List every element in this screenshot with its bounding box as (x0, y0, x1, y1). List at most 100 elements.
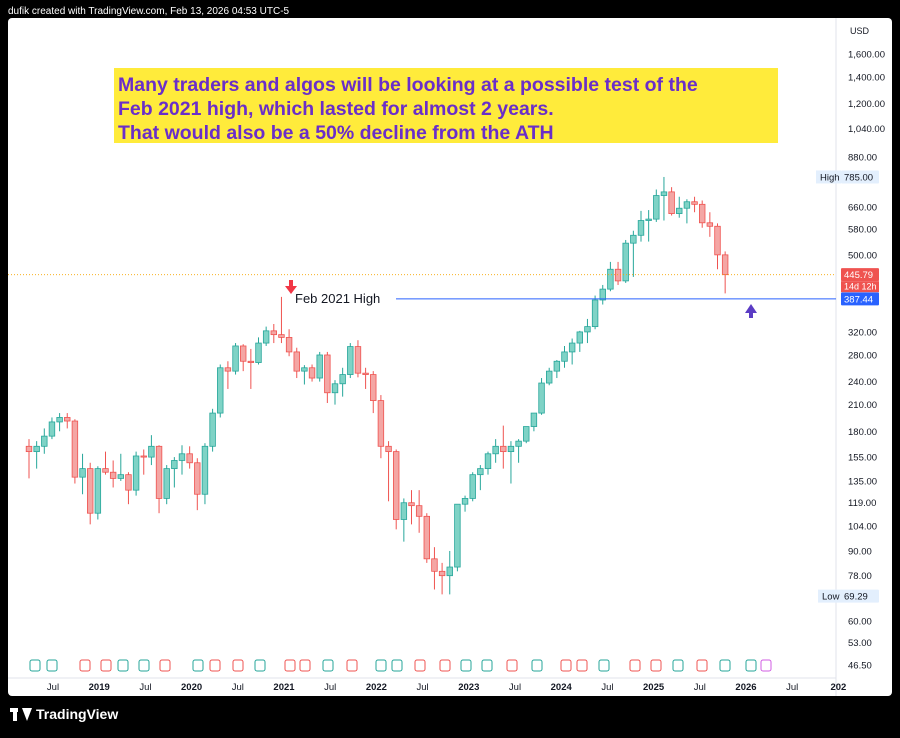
candle (194, 458, 201, 511)
candle (324, 351, 331, 404)
earnings-marker (481, 659, 493, 672)
time-tick-label: Jul (417, 682, 429, 693)
candle-body (278, 334, 285, 338)
red-down-arrow-icon (285, 286, 297, 294)
candle (438, 562, 446, 595)
candle-body (201, 445, 209, 495)
earnings-marker (460, 659, 472, 672)
candle-body (469, 474, 476, 499)
candle-body (262, 330, 270, 344)
candle-body (500, 445, 507, 453)
candle-body (71, 420, 79, 478)
price-tick-label: 155.00 (848, 453, 877, 464)
candle-body (255, 342, 262, 363)
time-tick-label: Jul (139, 682, 151, 693)
candle (339, 367, 346, 397)
candle-body (699, 203, 706, 224)
low-price-badge: 69.29 (841, 589, 879, 603)
candle (270, 324, 277, 344)
candle-body (270, 330, 277, 336)
candles-group (8, 176, 836, 595)
time-tick-label: 202 (830, 682, 846, 693)
candlestick-chart[interactable]: Feb 2021 High USD 1,600.00 1,400.00 1,200.0… (8, 18, 892, 696)
last-price-badge-value: 445.79 (844, 270, 873, 281)
candle-body (523, 426, 530, 442)
candle-body (423, 515, 430, 560)
earnings-marker (117, 659, 129, 672)
candle-body (217, 367, 224, 414)
candle (217, 364, 224, 418)
candle (584, 318, 591, 344)
candle (117, 453, 124, 481)
price-tick-label: 119.00 (848, 498, 876, 509)
red-arrow-stem (289, 280, 293, 287)
candle (721, 251, 729, 294)
time-tick-label: Jul (601, 682, 613, 693)
time-tick-label: 2023 (458, 682, 479, 693)
candle (209, 408, 216, 452)
candle (576, 330, 583, 352)
candle (163, 465, 170, 505)
annotation-line: Feb 2021 high, which lasted for almost 2… (118, 98, 554, 120)
candle (706, 212, 714, 237)
price-tick-label: 320.00 (848, 327, 877, 338)
price-tick-label: 580.00 (848, 225, 877, 236)
candle-body (683, 201, 691, 209)
candle (591, 295, 599, 330)
candle (232, 343, 239, 375)
candle (637, 210, 645, 242)
hline-price-badge: 387.44 (841, 292, 879, 306)
time-tick-label: 2020 (181, 682, 202, 693)
earnings-marker (100, 659, 112, 672)
candle (25, 439, 33, 479)
currency-label: USD (850, 26, 870, 36)
candle-body (354, 346, 362, 374)
candle (484, 451, 492, 475)
candle-body (385, 445, 392, 453)
candle-body (232, 345, 239, 372)
candle-body (507, 445, 515, 453)
candle (293, 347, 300, 379)
hline-price-badge-value: 387.44 (844, 294, 873, 305)
purple-arrow-stem (749, 312, 753, 318)
tradingview-footer[interactable]: TradingView (10, 706, 118, 722)
candle (178, 445, 186, 475)
tradingview-brand: TradingView (36, 706, 119, 722)
candle (125, 472, 132, 505)
candle (171, 457, 178, 488)
earnings-marker (192, 659, 204, 672)
candle-body (132, 455, 140, 491)
candle (132, 451, 140, 496)
candle-body (477, 468, 484, 476)
candle-body (293, 351, 300, 372)
candle-body (316, 354, 323, 379)
candle-body (691, 201, 698, 205)
candle (316, 351, 323, 382)
earnings-marker (696, 659, 708, 672)
time-tick-label: 2019 (89, 682, 110, 693)
candle-body (607, 268, 614, 290)
candle-body (591, 299, 599, 328)
candle (140, 449, 147, 475)
candle (568, 338, 576, 365)
candle (538, 378, 545, 415)
candle-body (645, 218, 652, 221)
price-tick-label: 104.00 (848, 522, 877, 533)
price-tick-label: 1,600.00 (848, 50, 885, 61)
earnings-marker (159, 659, 171, 672)
candle (301, 365, 308, 385)
earnings-marker (650, 659, 662, 672)
earnings-markers (29, 659, 772, 672)
earnings-marker (346, 659, 358, 672)
candle-body (721, 254, 729, 276)
earnings-marker (576, 659, 588, 672)
candle-body (140, 455, 147, 458)
annotation-marks: Many traders and algos will be looking a… (114, 68, 778, 318)
candle-body (285, 337, 293, 353)
candle-body (676, 207, 683, 214)
annotation-line: That would also be a 50% decline from th… (118, 122, 554, 144)
time-tick-label: Jul (786, 682, 798, 693)
candle (546, 367, 553, 386)
earnings-marker (232, 659, 244, 672)
